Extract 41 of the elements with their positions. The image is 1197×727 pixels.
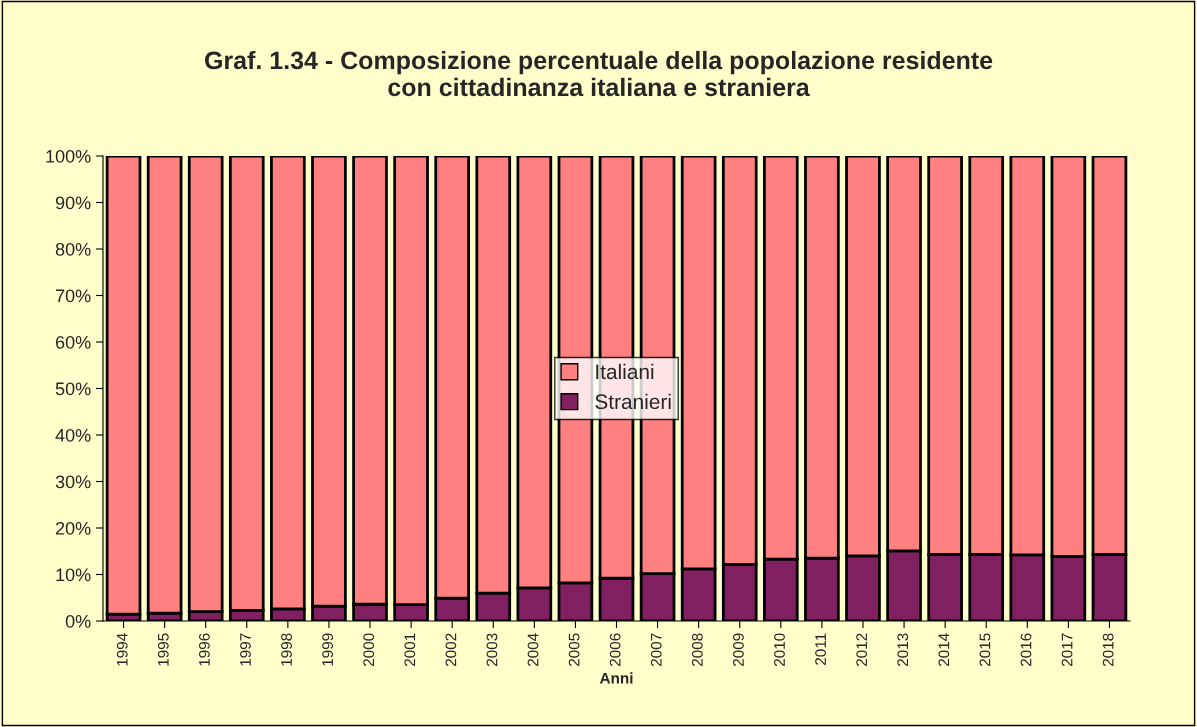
x-tick-label: 1997 [240,633,251,666]
y-tick-label: 30% [55,475,91,489]
x-tick-label: 2013 [897,633,909,667]
x-tick-label: 2010 [774,633,785,667]
x-tick-label: 1998 [281,633,292,666]
y-tick-label: 40% [55,428,91,442]
y-tick-label: 90% [55,196,91,210]
y-tick-label: 10% [56,568,91,582]
x-tick-label: 1994 [116,633,128,666]
x-tick-label: 2015 [979,633,991,667]
x-tick-label: 2014 [938,633,950,667]
legend-label: Italiani [596,363,654,380]
x-tick-label: 2009 [733,633,744,667]
bar [105,156,142,616]
x-tick-label: 2006 [609,633,621,667]
x-tick-label: 2017 [1061,633,1073,667]
y-tick-label: 80% [55,242,91,256]
x-axis-title: Anni [599,672,633,684]
x-tick-label: 2007 [650,633,662,667]
x-tick-label: 2012 [856,633,868,667]
x-tick-label: 2004 [527,633,539,667]
y-tick-label: 70% [55,289,91,303]
y-tick-label: 50% [55,382,91,396]
x-tick-label: 2003 [486,633,498,667]
x-tick-label: 2005 [568,633,580,667]
y-tick-label: 60% [55,335,91,349]
x-tick-label: 1999 [322,633,334,666]
x-tick-label: 2001 [404,633,416,667]
x-tick-label: 2016 [1020,633,1032,667]
x-tick-label: 2011 [815,633,826,665]
x-tick-label: 1996 [198,633,210,666]
x-tick-label: 2018 [1102,633,1114,667]
legend-label: Stranieri [595,393,671,410]
x-tick-label: 2002 [445,633,457,667]
x-tick-label: 2000 [363,633,375,667]
y-tick-label: 20% [55,521,91,535]
y-tick-label: 0% [65,614,91,628]
chart-title: Graf. 1.34 - Composizione percentuale della popolazione residente con cittadinanza italiana e straniera [205,50,993,97]
x-tick-label: 2008 [691,633,703,667]
y-tick-label: 100% [46,149,91,163]
x-tick-label: 1995 [157,633,169,666]
